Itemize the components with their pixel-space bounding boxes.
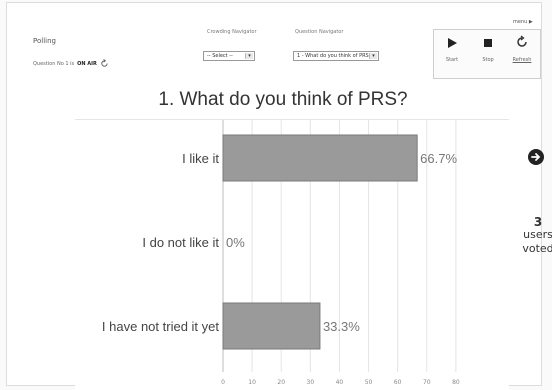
stop-icon [484, 39, 492, 47]
x-tick-label: 10 [248, 379, 256, 386]
menu-label: menu [513, 19, 528, 25]
vote-label-line2: voted [522, 242, 552, 255]
question-status-value: ON AIR [77, 60, 97, 67]
results-bar-chart: 0 10 20 30 40 50 60 70 80 I like it 66.7% I do not … [102, 120, 460, 386]
x-tick-label: 70 [423, 379, 431, 386]
crowding-navigator-label: Crowding Navigator [207, 29, 257, 35]
category-label: I do not like it [142, 235, 219, 250]
question-status: Question No 1 is ON AIR [33, 59, 109, 68]
question-navigator-value: 1 - What do you think of PRS? [297, 53, 372, 59]
results-chart-area: 0 10 20 30 40 50 60 70 80 I like it 66.7% I do not … [75, 119, 509, 390]
x-tick-label: 50 [365, 379, 373, 386]
x-tick-label: 80 [452, 379, 460, 386]
stop-button[interactable]: Stop [474, 34, 502, 63]
category-label: I have not tried it yet [102, 319, 219, 334]
cycle-icon [101, 59, 108, 67]
arrow-right-icon [531, 153, 541, 161]
start-label: Start [445, 57, 459, 63]
question-status-prefix: Question No 1 is [33, 60, 75, 67]
question-navigator-select[interactable]: 1 - What do you think of PRS? ▾ [293, 51, 379, 61]
crowding-navigator-value: -- Select -- [207, 53, 233, 59]
play-small-icon: ▶ [528, 19, 533, 25]
dropdown-arrow-icon[interactable]: ▾ [245, 53, 253, 59]
next-arrow-button[interactable] [528, 149, 544, 165]
vote-label-line1: users [523, 228, 552, 241]
vote-label: users voted [519, 228, 552, 256]
bar [222, 302, 321, 350]
polling-title: Polling [33, 37, 56, 45]
play-icon [448, 38, 457, 48]
control-panel: Start Stop Refresh [433, 29, 541, 79]
x-tick-label: 60 [394, 379, 402, 386]
dropdown-arrow-icon[interactable]: ▾ [369, 53, 377, 59]
refresh-button[interactable]: Refresh [508, 34, 536, 63]
question-title: 1. What do you think of PRS? [158, 89, 408, 110]
vote-count: 3 [533, 215, 543, 229]
stop-label: Stop [482, 57, 494, 63]
start-button[interactable]: Start [438, 34, 466, 63]
bar [222, 134, 418, 182]
crowding-navigator-select[interactable]: -- Select -- ▾ [203, 51, 255, 61]
refresh-label: Refresh [512, 57, 532, 63]
data-label: 66.7% [420, 151, 457, 166]
refresh-icon [517, 35, 527, 47]
x-tick-label: 30 [307, 379, 315, 386]
top-toolbar: Polling Question No 1 is ON AIR Crowding… [7, 3, 543, 85]
question-navigator-label: Question Navigator [295, 29, 344, 35]
data-label: 33.3% [323, 319, 360, 334]
category-label: I like it [182, 151, 219, 166]
polling-window: Polling Question No 1 is ON AIR Crowding… [6, 2, 552, 390]
x-tick-label: 0 [221, 379, 225, 386]
x-tick-label: 20 [277, 379, 285, 386]
x-tick-label: 40 [336, 379, 344, 386]
menu-link[interactable]: menu ▶ [513, 19, 533, 25]
data-label: 0% [226, 235, 245, 250]
